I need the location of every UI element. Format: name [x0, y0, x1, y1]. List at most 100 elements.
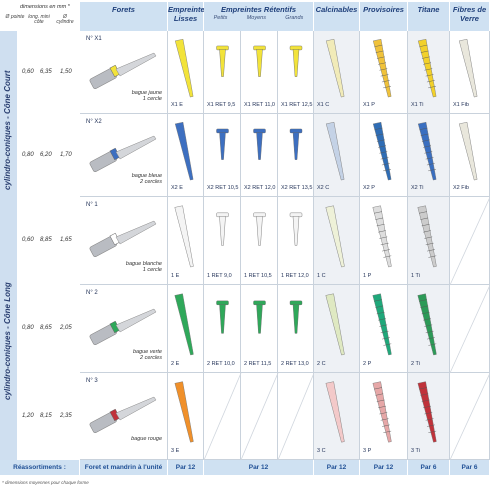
foret-cell	[80, 114, 168, 197]
header-provisoires: Provisoires	[360, 2, 408, 31]
post-icon	[216, 300, 229, 334]
product-cell	[204, 31, 241, 114]
cercle-label: 2 cercles	[139, 179, 162, 185]
post-icon	[372, 381, 392, 443]
foret-cell	[80, 31, 168, 114]
product-label: 2 C	[317, 361, 326, 367]
product-label: 1 C	[317, 273, 326, 279]
product-label: 2 RET 10,0	[207, 361, 235, 367]
post-icon	[174, 38, 194, 98]
product-cell	[168, 114, 204, 197]
foret-number: N° X1	[86, 36, 102, 42]
dim-value: 6,35	[40, 68, 52, 75]
product-cell	[241, 285, 278, 373]
empty-cell-diagonal	[449, 284, 490, 374]
product-label: X2 C	[317, 185, 330, 191]
product-label: 2 RET 11,5	[244, 361, 272, 367]
product-cell	[278, 31, 314, 114]
post-icon	[174, 205, 194, 268]
bague-label: bague blanche	[125, 261, 162, 267]
foret-cell	[80, 285, 168, 373]
dim-value: 1,50	[60, 68, 72, 75]
empty-cell-diagonal	[449, 372, 490, 461]
product-label: 1 E	[171, 273, 180, 279]
product-cell	[278, 114, 314, 197]
dim-value: 2,05	[60, 325, 72, 331]
product-label: 3 E	[171, 448, 180, 454]
product-label: X2 Ti	[411, 185, 424, 191]
product-label: X1 RET 12,5	[281, 102, 313, 108]
bague-caption: bague bleue 2 cercles	[100, 173, 162, 185]
cercle-label: 1 cercle	[142, 267, 162, 273]
dim-value: 1,20	[22, 412, 34, 419]
product-label: 2 RET 13,0	[281, 361, 309, 367]
product-cell	[360, 114, 408, 197]
post-icon	[174, 381, 194, 443]
sub-petits: Petits	[213, 15, 228, 21]
footer-calcinables: Par 12	[314, 460, 360, 475]
product-cell	[204, 285, 241, 373]
dim-title: dimensions en mm *	[20, 4, 70, 10]
product-label: X2 Fib	[453, 185, 469, 191]
product-label: X2 P	[363, 185, 375, 191]
dim-value: 1,65	[60, 237, 72, 243]
dim-value: 0,80	[22, 325, 34, 331]
post-icon	[372, 205, 392, 268]
header-lisses: Empreintes Lisses	[168, 2, 209, 31]
drill-icon	[89, 308, 157, 345]
product-label: X1 Ti	[411, 102, 424, 108]
footer-reassort: Réassortiments :	[0, 460, 80, 475]
header-forets: Forets	[80, 2, 168, 31]
product-label: 2 Ti	[411, 361, 420, 367]
post-icon	[458, 38, 478, 98]
product-cell	[360, 197, 408, 285]
post-icon	[372, 293, 392, 356]
post-icon	[253, 212, 266, 246]
footnote: * dimensions moyennes pour chaque forme	[2, 480, 89, 485]
post-icon	[216, 128, 229, 160]
dim-value: 6,20	[40, 151, 52, 158]
dim-value: 0,60	[22, 68, 34, 75]
product-cell	[278, 197, 314, 285]
post-icon	[417, 205, 437, 268]
header-titane: Titane	[408, 2, 450, 31]
product-label: X2 RET 13,5	[281, 185, 313, 191]
dim-col-pointe: Ø pointe	[5, 14, 25, 20]
product-label: 2 P	[363, 361, 372, 367]
post-icon	[289, 45, 303, 77]
product-label: 1 P	[363, 273, 372, 279]
product-label: X2 E	[171, 185, 183, 191]
dim-value: 0,60	[22, 237, 34, 243]
band-long	[0, 197, 17, 460]
bague-label: bague jaune	[131, 90, 162, 96]
header-calcinables: Calcinables	[314, 2, 360, 31]
post-icon	[174, 121, 194, 181]
post-icon	[417, 381, 437, 443]
product-cell	[360, 285, 408, 373]
product-cell	[241, 373, 278, 460]
drill-icon	[89, 220, 157, 257]
post-icon	[174, 293, 194, 356]
product-label: 1 RET 10,5	[244, 273, 272, 279]
post-icon	[289, 128, 303, 160]
product-label: 1 RET 12,0	[281, 273, 309, 279]
foret-cell	[80, 373, 168, 460]
product-cell	[241, 31, 278, 114]
post-icon	[372, 121, 392, 181]
product-cell	[168, 197, 204, 285]
cercle-label: 1 cercle	[142, 96, 162, 102]
footer-retentifs: Par 12	[204, 460, 314, 475]
empty-cell-diagonal	[277, 372, 315, 461]
post-icon	[289, 300, 303, 334]
sub-moyens: Moyens	[246, 15, 266, 21]
foret-number: N° 2	[86, 290, 98, 296]
drill-icon	[89, 396, 157, 433]
foret-number: N° 1	[86, 202, 98, 208]
post-icon	[458, 121, 478, 181]
product-cell	[168, 31, 204, 114]
empty-cell-diagonal	[240, 372, 279, 461]
dim-value: 8,85	[40, 237, 52, 243]
post-icon	[417, 38, 437, 98]
post-icon	[417, 293, 437, 356]
dim-value: 8,65	[40, 325, 52, 331]
